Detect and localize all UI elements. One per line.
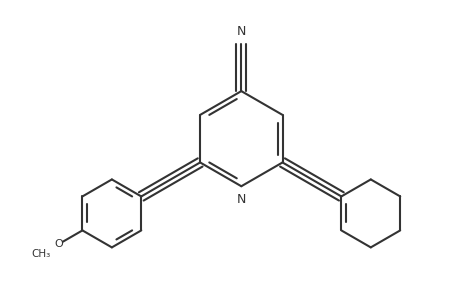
Text: N: N bbox=[236, 193, 246, 206]
Text: O: O bbox=[55, 239, 63, 249]
Text: N: N bbox=[236, 26, 246, 38]
Text: CH₃: CH₃ bbox=[32, 249, 51, 259]
